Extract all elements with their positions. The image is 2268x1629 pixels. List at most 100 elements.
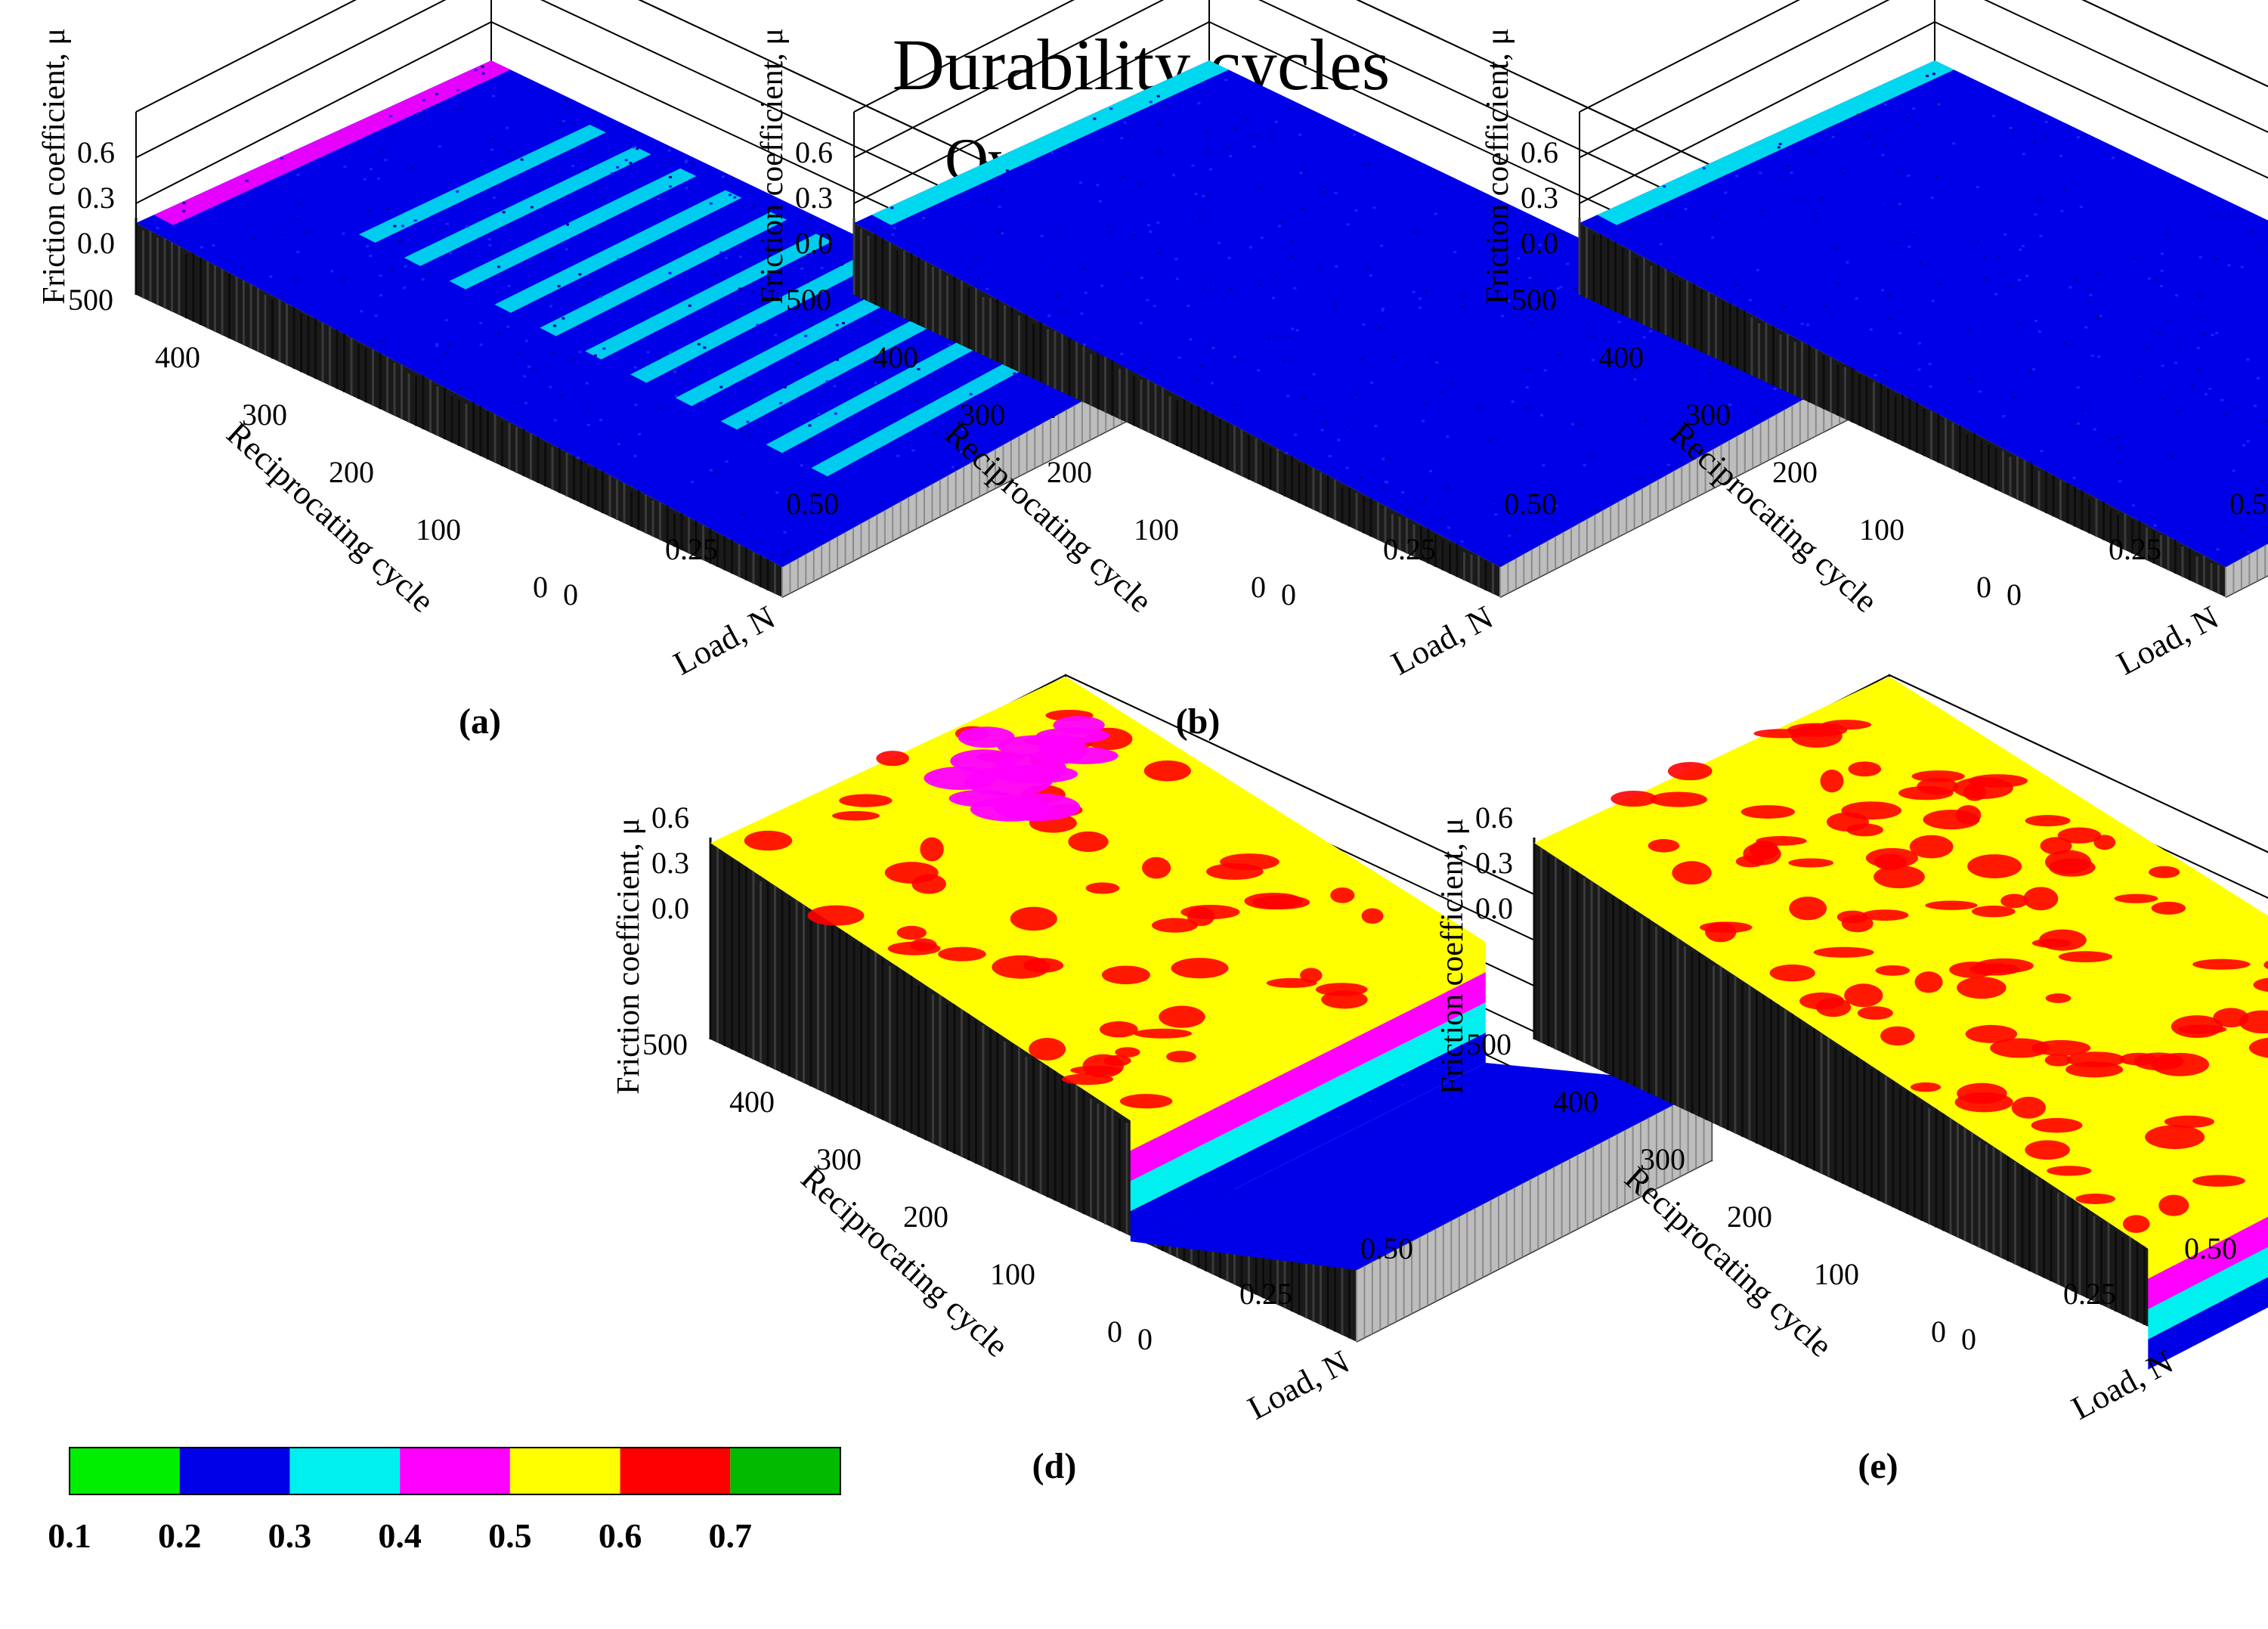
surface-speckle <box>1236 357 1239 360</box>
surface-speckle <box>673 370 676 373</box>
x-tick-label: 0.25 <box>2063 1277 2116 1311</box>
surface-speckle <box>1132 234 1136 237</box>
panel-d: 0.6 0.3 0.0 500 400 300 200 100 0 0 0.25 0.50 Fricti… <box>611 674 1713 1486</box>
x-axis-title: Load, N <box>667 599 781 683</box>
surface-red-patch <box>1848 761 1882 777</box>
step-layer <box>1130 942 1486 1151</box>
surface-speckle <box>1229 155 1233 158</box>
surface-speckle <box>2096 273 2100 276</box>
surface-speckle <box>1388 458 1392 461</box>
surface-red-patch <box>2145 1125 2205 1150</box>
surface-speckle <box>1501 314 1505 317</box>
surface-red-patch <box>2049 858 2096 877</box>
surface-speckle <box>549 386 552 389</box>
surface-speckle <box>2009 126 2013 129</box>
surface-speckle <box>399 241 403 244</box>
surface-speckle <box>1881 289 1885 292</box>
surface-red-patch <box>1957 1082 2007 1104</box>
surface-speckle <box>1540 413 1544 417</box>
surface-speckle <box>413 219 417 222</box>
colorbar-tick-label: 0.4 <box>378 1516 422 1555</box>
surface-speckle <box>616 166 620 169</box>
surface-red-patch <box>2213 1008 2249 1028</box>
surface-speckle <box>767 243 771 246</box>
surface-speckle <box>688 304 692 307</box>
surface-speckle <box>2090 355 2094 358</box>
surface-speckle <box>1517 257 1521 260</box>
surface-speckle <box>1291 327 1295 330</box>
surface-red-patch <box>2164 1115 2214 1128</box>
surface-speckle <box>1494 513 1498 516</box>
surface-speckle <box>1198 215 1202 218</box>
surface-magenta-patch <box>924 766 998 790</box>
surface-speckle <box>724 256 728 259</box>
surface-speckle <box>1137 184 1141 187</box>
surface-red-patch <box>1769 964 1815 982</box>
surface-speckle <box>1123 121 1127 124</box>
surface-speckle <box>808 424 812 427</box>
surface-red-patch <box>2044 1054 2072 1067</box>
surface-speckle <box>156 227 159 230</box>
surface-speckle <box>874 318 878 321</box>
surface-speckle <box>1735 175 1739 178</box>
surface-speckle <box>557 285 561 288</box>
surface-speckle <box>1557 354 1561 357</box>
surface-speckle <box>1156 94 1160 98</box>
surface-speckle <box>1617 321 1621 324</box>
surface-speckle <box>836 358 840 361</box>
surface-speckle <box>2199 315 2203 318</box>
surface-speckle <box>1208 280 1212 283</box>
surface-speckle <box>487 238 491 241</box>
back-gridline <box>1889 674 2268 853</box>
surface-speckle <box>961 428 964 431</box>
surface-speckle <box>458 388 462 391</box>
surface-band <box>494 190 742 313</box>
surface-speckle <box>1001 188 1004 191</box>
surface-speckle <box>571 165 574 168</box>
surface-speckle <box>664 291 667 294</box>
surface-speckle <box>531 368 535 371</box>
surface-speckle <box>1493 500 1496 503</box>
surface-speckle <box>1870 142 1874 145</box>
surface-speckle <box>2063 342 2067 345</box>
surface-speckle <box>1756 268 1759 271</box>
surface-speckle <box>1795 199 1799 202</box>
surface-speckle <box>1189 338 1193 341</box>
surface-speckle <box>490 148 494 151</box>
surface-speckle <box>1595 508 1598 511</box>
surface-speckle <box>685 187 688 190</box>
surface-speckle <box>551 255 555 259</box>
surface-speckle <box>737 305 741 308</box>
surface-band <box>585 234 832 360</box>
surface-speckle <box>617 443 620 446</box>
surface-speckle <box>806 253 810 256</box>
surface-speckle <box>2161 252 2164 255</box>
surface-speckle <box>646 351 650 354</box>
surface-red-patch <box>2025 1140 2070 1160</box>
surface-speckle <box>397 239 401 242</box>
colorbar-swatch <box>400 1448 510 1494</box>
surface-speckle <box>985 287 989 290</box>
surface-speckle <box>756 324 760 327</box>
surface-speckle <box>379 274 382 277</box>
surface-speckle <box>2196 346 2200 349</box>
surface-speckle <box>1285 451 1289 454</box>
surface-speckle <box>1728 403 1732 406</box>
surface-speckle <box>770 553 774 556</box>
x-tick-label: 0.25 <box>1383 532 1436 566</box>
surface-speckle <box>638 432 642 435</box>
x-tick-label: 0.50 <box>786 487 839 521</box>
surface-speckle <box>1665 213 1669 216</box>
surface-red-patch <box>2031 1117 2083 1133</box>
surface-speckle <box>1038 254 1041 257</box>
x-axis-title: Load, N <box>1385 599 1499 683</box>
surface-speckle <box>435 343 439 346</box>
surface-low <box>1130 1063 1712 1270</box>
surface-red-patch <box>1841 915 1873 933</box>
surface-speckle <box>2251 230 2255 233</box>
surface-speckle <box>497 265 500 268</box>
surface-speckle <box>1984 276 1988 279</box>
surface-speckle <box>2009 285 2013 288</box>
surface-speckle <box>1831 135 1835 138</box>
